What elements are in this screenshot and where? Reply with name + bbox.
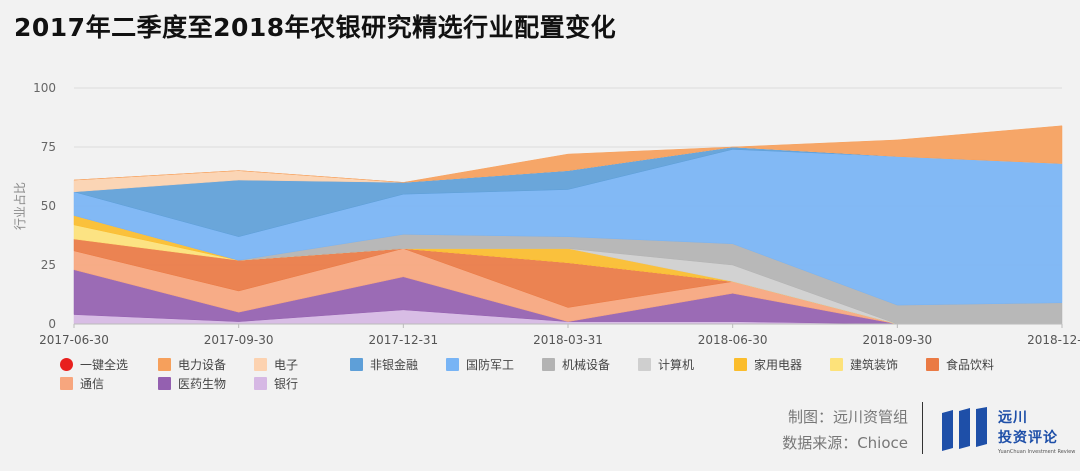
legend-label: 通信 [80, 377, 105, 391]
legend-label: 建筑装饰 [850, 358, 899, 372]
x-tick-label: 2018-09-30 [862, 333, 932, 347]
y-tick-label: 50 [41, 199, 56, 213]
legend-item[interactable]: 非银金融 [350, 356, 418, 373]
x-tick-label: 2018-12-31 [1027, 333, 1080, 347]
legend-swatch [254, 358, 267, 371]
legend-label: 计算机 [658, 358, 695, 372]
logo-text: 远川 投资评论 YuanChuan Investment Review [998, 408, 1075, 456]
legend-swatch [830, 358, 843, 371]
legend-select-all[interactable]: 一键全选 [60, 356, 128, 373]
legend-item[interactable]: 电子 [254, 356, 298, 373]
credits: 制图：远川资管组 数据来源：Chioce [782, 404, 908, 456]
legend-label: 银行 [274, 377, 299, 391]
area-series-电力设备 [73, 125, 1063, 183]
logo-subtitle: YuanChuan Investment Review [998, 449, 1076, 455]
x-tick-label: 2017-09-30 [204, 333, 274, 347]
legend-item[interactable]: 家用电器 [734, 356, 802, 373]
chart-title: 2017年二季度至2018年农银研究精选行业配置变化 [14, 13, 617, 42]
legend-swatch [158, 358, 171, 371]
legend-label: 家用电器 [754, 358, 803, 372]
logo-mark-icon [942, 407, 987, 451]
legend-item[interactable]: 医药生物 [158, 375, 226, 392]
legend-swatch [638, 358, 651, 371]
legend-item[interactable]: 建筑装饰 [830, 356, 898, 373]
legend-label: 非银金融 [370, 358, 419, 372]
legend-item[interactable]: 食品饮料 [926, 356, 994, 373]
chart-maker: 制图：远川资管组 [787, 408, 908, 426]
legend-label: 电子 [274, 358, 299, 372]
legend-label: 食品饮料 [946, 358, 995, 372]
legend-item[interactable]: 计算机 [638, 356, 694, 373]
legend-swatch [158, 377, 171, 390]
stacked-area-chart: 0 25 50 75 100 2017-06-30 2017-09-30 2017-12-31… [12, 81, 1080, 347]
x-tick-label: 2017-06-30 [39, 333, 109, 347]
logo-divider [922, 402, 923, 454]
legend-label: 机械设备 [562, 358, 611, 372]
legend-item[interactable]: 国防军工 [446, 356, 514, 373]
legend-item[interactable]: 电力设备 [158, 356, 226, 373]
legend-item[interactable]: 银行 [254, 375, 298, 392]
legend-label: 电力设备 [178, 358, 227, 372]
data-source: 数据来源：Chioce [782, 434, 908, 452]
y-tick-label: 0 [48, 317, 56, 331]
y-axis-label: 行业占比 [12, 182, 27, 230]
chart-area: 0 25 50 75 100 2017-06-30 2017-09-30 2017-12-31… [0, 56, 1080, 396]
legend-swatch [350, 358, 363, 371]
y-tick-label: 100 [33, 81, 56, 95]
legend-swatch [446, 358, 459, 371]
x-tick-label: 2017-12-31 [368, 333, 438, 347]
x-tick-label: 2018-03-31 [533, 333, 603, 347]
legend-swatch [60, 377, 73, 390]
legend-swatch [734, 358, 747, 371]
legend-label: 医药生物 [178, 377, 227, 391]
legend-item[interactable]: 通信 [60, 375, 104, 392]
logo-name-line1: 远川 [998, 410, 1028, 426]
y-tick-label: 25 [41, 258, 56, 272]
x-tick-label: 2018-06-30 [698, 333, 768, 347]
legend-label: 一键全选 [80, 358, 129, 372]
legend-swatch [926, 358, 939, 371]
legend-label: 国防军工 [466, 358, 515, 372]
legend-swatch [542, 358, 555, 371]
logo-name-line2: 投资评论 [998, 430, 1058, 446]
y-tick-label: 75 [41, 140, 56, 154]
legend-swatch [60, 358, 73, 371]
legend-swatch [254, 377, 267, 390]
legend-item[interactable]: 机械设备 [542, 356, 610, 373]
